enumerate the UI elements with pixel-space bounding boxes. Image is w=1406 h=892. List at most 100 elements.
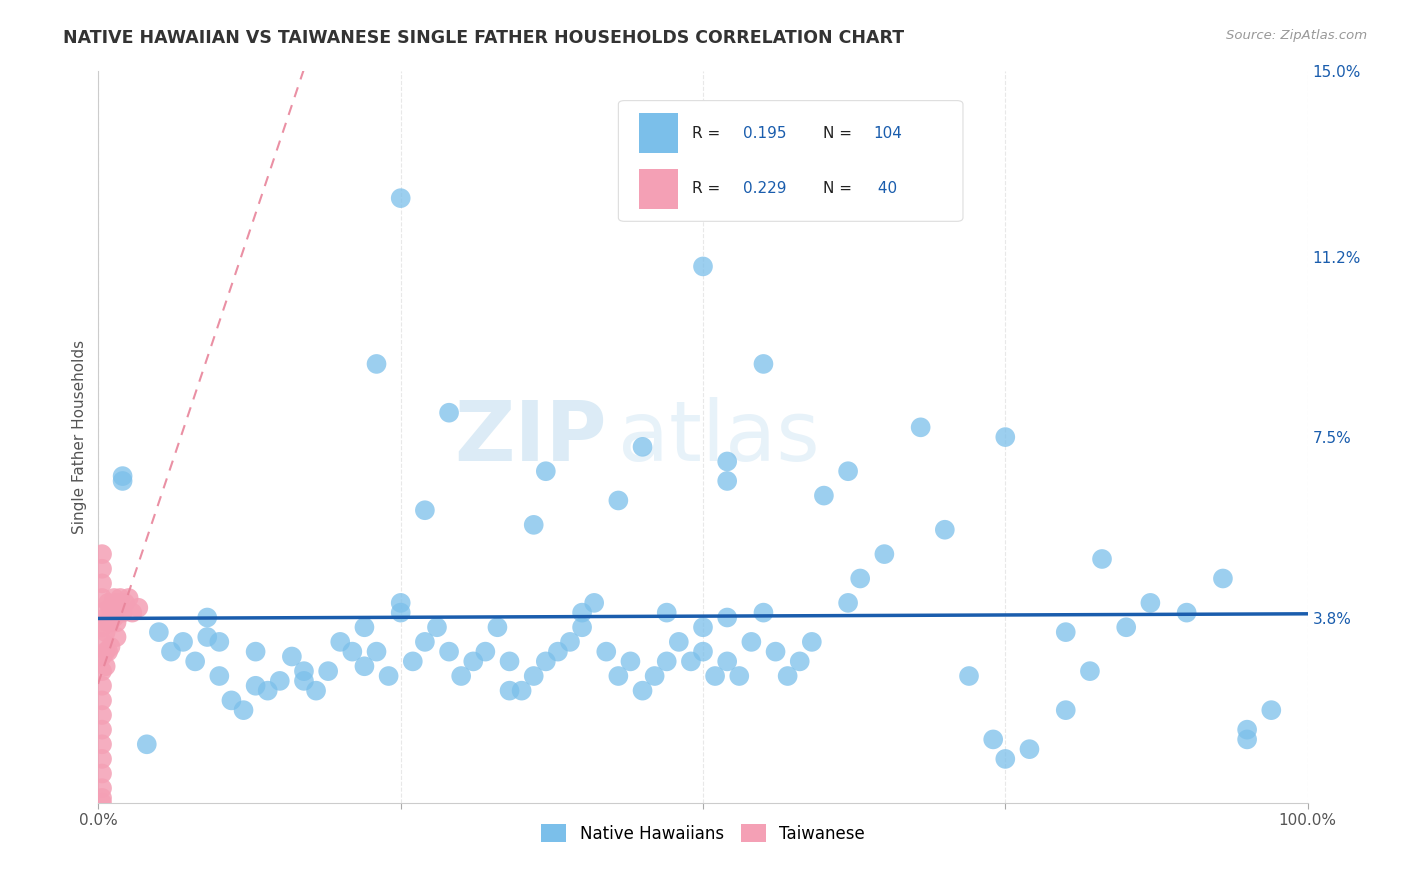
Point bbox=[704, 669, 727, 683]
Point bbox=[305, 683, 328, 698]
Point bbox=[127, 600, 149, 615]
Point bbox=[256, 683, 278, 698]
Point bbox=[103, 591, 125, 605]
Point bbox=[534, 464, 557, 478]
Point bbox=[595, 645, 617, 659]
Point bbox=[114, 596, 136, 610]
Point bbox=[1018, 742, 1040, 756]
Point bbox=[752, 357, 775, 371]
Point bbox=[981, 732, 1004, 747]
Point bbox=[849, 572, 872, 586]
Point bbox=[108, 591, 131, 605]
Point bbox=[245, 645, 267, 659]
Point bbox=[1175, 606, 1198, 620]
Point bbox=[148, 625, 170, 640]
Point bbox=[607, 669, 630, 683]
Point bbox=[91, 693, 114, 707]
Point bbox=[94, 645, 117, 659]
Point bbox=[91, 620, 114, 634]
Text: 40: 40 bbox=[873, 181, 897, 196]
Text: Source: ZipAtlas.com: Source: ZipAtlas.com bbox=[1226, 29, 1367, 42]
Point bbox=[523, 669, 546, 683]
Point bbox=[97, 596, 120, 610]
Point bbox=[1054, 625, 1077, 640]
Point bbox=[498, 683, 520, 698]
Point bbox=[292, 664, 315, 678]
Point bbox=[91, 576, 114, 591]
Point bbox=[837, 464, 859, 478]
Point bbox=[1115, 620, 1137, 634]
Point bbox=[571, 620, 593, 634]
Point bbox=[91, 547, 114, 561]
Point bbox=[413, 635, 436, 649]
Point bbox=[91, 723, 114, 737]
Point bbox=[91, 591, 114, 605]
Point bbox=[292, 673, 315, 688]
Text: R =: R = bbox=[692, 126, 725, 141]
Text: 0.229: 0.229 bbox=[742, 181, 786, 196]
Point bbox=[740, 635, 762, 649]
Point bbox=[118, 591, 141, 605]
Point bbox=[437, 645, 460, 659]
Point bbox=[353, 659, 375, 673]
Point bbox=[644, 669, 666, 683]
Point bbox=[94, 610, 117, 624]
Point bbox=[655, 654, 678, 668]
Point bbox=[534, 654, 557, 668]
Point bbox=[91, 737, 114, 751]
Point bbox=[1078, 664, 1101, 678]
Point bbox=[1212, 572, 1234, 586]
Point bbox=[389, 606, 412, 620]
Point bbox=[97, 615, 120, 630]
Point bbox=[510, 683, 533, 698]
Point bbox=[377, 669, 399, 683]
Text: atlas: atlas bbox=[619, 397, 820, 477]
Point bbox=[389, 596, 412, 610]
Point bbox=[160, 645, 183, 659]
Point bbox=[1236, 732, 1258, 747]
Text: ZIP: ZIP bbox=[454, 397, 606, 477]
Text: N =: N = bbox=[823, 181, 856, 196]
Point bbox=[873, 547, 896, 561]
Text: 0.195: 0.195 bbox=[742, 126, 786, 141]
FancyBboxPatch shape bbox=[619, 101, 963, 221]
Point bbox=[837, 596, 859, 610]
Point bbox=[994, 430, 1017, 444]
Point bbox=[111, 606, 134, 620]
Point bbox=[1054, 703, 1077, 717]
Point bbox=[100, 600, 122, 615]
Point bbox=[281, 649, 304, 664]
Point bbox=[437, 406, 460, 420]
Point bbox=[716, 454, 738, 468]
Point bbox=[655, 606, 678, 620]
Point bbox=[91, 766, 114, 780]
Point bbox=[100, 640, 122, 654]
Point bbox=[994, 752, 1017, 766]
Point bbox=[765, 645, 787, 659]
Point bbox=[366, 645, 388, 659]
Point bbox=[91, 664, 114, 678]
Point bbox=[558, 635, 581, 649]
Point bbox=[631, 683, 654, 698]
Point bbox=[692, 645, 714, 659]
Point bbox=[776, 669, 799, 683]
Point bbox=[498, 654, 520, 668]
Point bbox=[184, 654, 207, 668]
Point bbox=[221, 693, 243, 707]
Point bbox=[692, 260, 714, 274]
Point bbox=[463, 654, 485, 668]
Point bbox=[716, 654, 738, 668]
Point bbox=[910, 420, 932, 434]
Point bbox=[1091, 552, 1114, 566]
Text: 104: 104 bbox=[873, 126, 903, 141]
Point bbox=[583, 596, 606, 610]
Point bbox=[208, 669, 231, 683]
Point bbox=[111, 474, 134, 488]
Point bbox=[208, 635, 231, 649]
Point bbox=[94, 625, 117, 640]
Point bbox=[728, 669, 751, 683]
Point bbox=[269, 673, 291, 688]
Point bbox=[105, 615, 128, 630]
Point bbox=[103, 610, 125, 624]
Point bbox=[486, 620, 509, 634]
